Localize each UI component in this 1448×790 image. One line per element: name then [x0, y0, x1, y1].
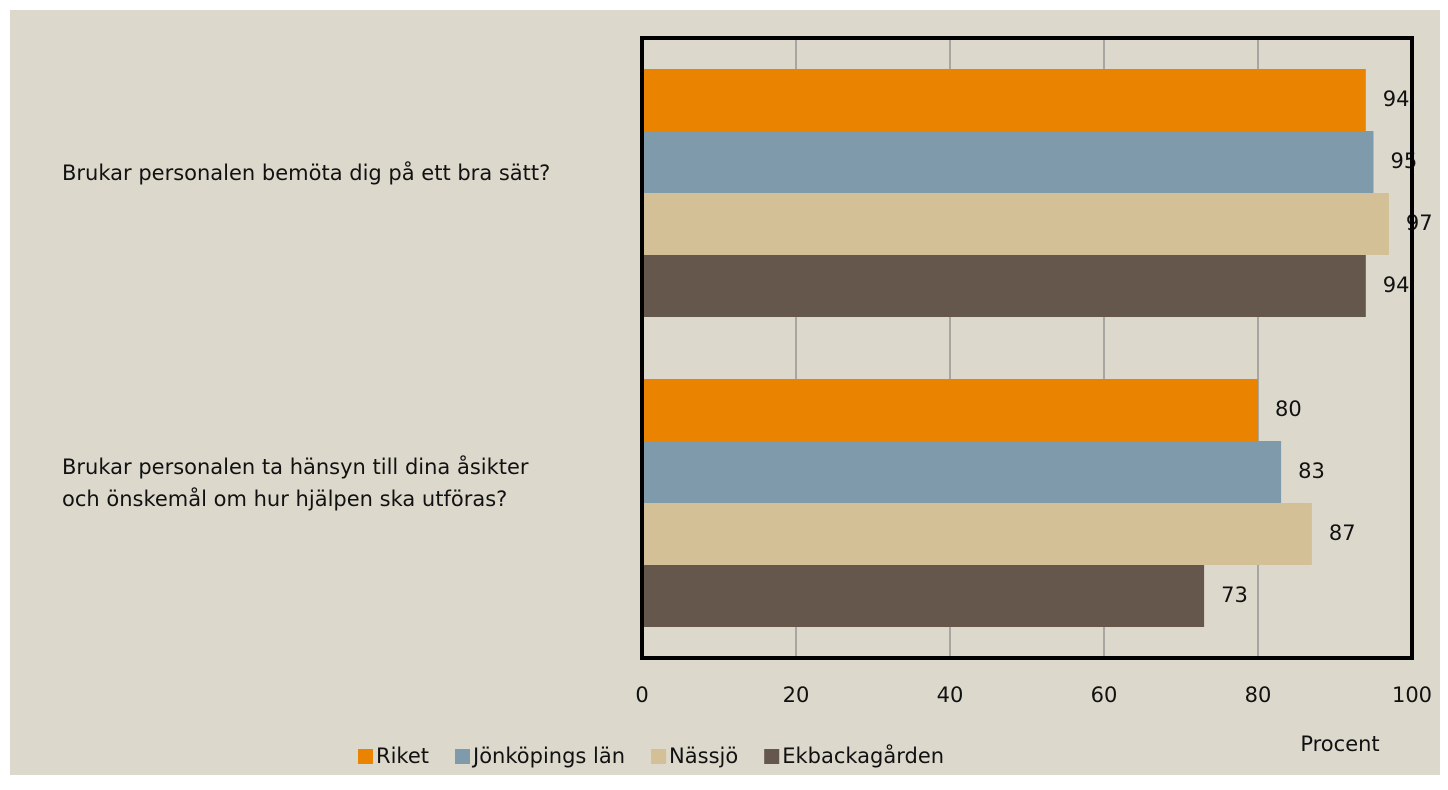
value-label: 97 [1406, 211, 1433, 235]
value-label: 94 [1383, 87, 1410, 111]
legend-label: Nässjö [669, 744, 738, 768]
x-tick-label: 80 [1245, 683, 1272, 707]
value-label: 73 [1221, 583, 1248, 607]
x-tick-label: 40 [937, 683, 964, 707]
value-label: 80 [1275, 397, 1302, 421]
bar [642, 441, 1282, 503]
legend-swatch [358, 749, 373, 764]
x-tick-label: 0 [635, 683, 648, 707]
legend-swatch [764, 749, 780, 764]
bar [642, 503, 1312, 565]
bar [642, 379, 1258, 441]
bar [642, 565, 1205, 627]
category-label: Brukar personalen bemöta dig på ett bra … [62, 161, 551, 185]
legend-label: Riket [376, 744, 429, 768]
legend-label: Jönköpings län [471, 744, 625, 768]
legend-label: Ekbackagården [782, 743, 944, 768]
x-tick-label: 20 [783, 683, 810, 707]
bar [642, 69, 1366, 131]
x-axis-label: Procent [1300, 732, 1379, 756]
legend-swatch [651, 749, 667, 764]
value-label: 94 [1383, 273, 1410, 297]
legend-swatch [455, 749, 470, 764]
category-label: Brukar personalen ta hänsyn till dina ås… [62, 455, 529, 511]
x-tick-label: 60 [1091, 683, 1118, 707]
bar [642, 131, 1374, 193]
plot-border [640, 36, 1414, 660]
bar [642, 255, 1366, 317]
value-label: 83 [1298, 459, 1325, 483]
value-label: 87 [1329, 521, 1356, 545]
x-tick-label: 100 [1392, 683, 1432, 707]
bar [642, 193, 1389, 255]
